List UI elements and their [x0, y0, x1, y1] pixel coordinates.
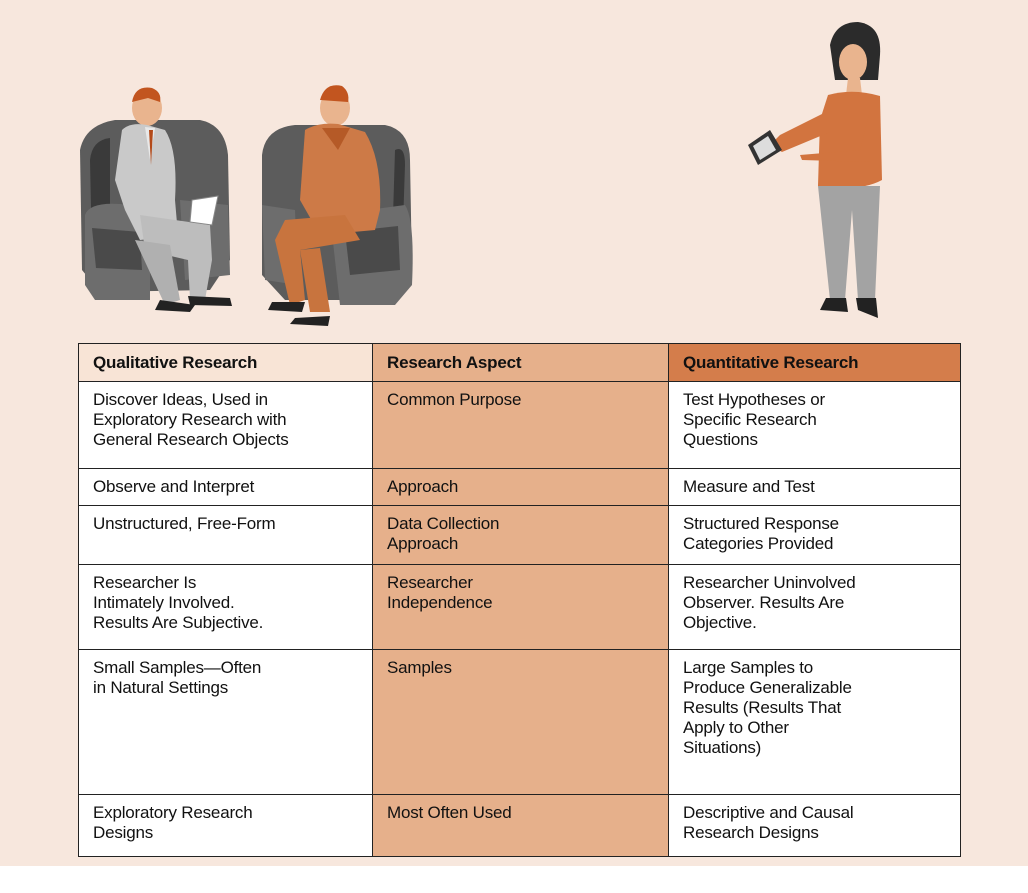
cell-line: Apply to Other: [683, 718, 789, 737]
table-cell: Small Samples—Often in Natural Settings: [78, 649, 373, 795]
cell-line: Samples: [387, 658, 452, 677]
cell-line: Approach: [387, 534, 459, 553]
illustration: [80, 22, 882, 326]
table-cell: Structured Response Categories Provided: [668, 505, 961, 565]
table-cell: Descriptive and Causal Research Designs: [668, 794, 961, 857]
cell-line: Common Purpose: [387, 390, 522, 409]
table-cell: Researcher Uninvolved Observer. Results A…: [668, 564, 961, 650]
table-row: Unstructured, Free-Form Data Collection Ap…: [78, 505, 961, 565]
cell-line: Independence: [387, 593, 493, 612]
table-row: Small Samples—Often in Natural Settings Sa…: [78, 649, 961, 795]
table-cell: Observe and Interpret: [78, 468, 373, 506]
table-cell: Large Samples to Produce Generalizable Res…: [668, 649, 961, 795]
table-cell: Discover Ideas, Used in Exploratory Resea…: [78, 381, 373, 469]
header-cell: Qualitative Research: [78, 343, 373, 382]
cell-line: Exploratory Research with: [93, 410, 287, 429]
panel: Qualitative Research Research Aspect Quant…: [0, 0, 1028, 866]
man-left: [115, 87, 232, 312]
table-row: Exploratory Research Designs Most Often Us…: [78, 794, 961, 857]
cell-line: Observer. Results Are: [683, 593, 845, 612]
header-row: Qualitative Research Research Aspect Quant…: [78, 343, 961, 382]
table-cell: Most Often Used: [372, 794, 669, 857]
woman: [748, 22, 882, 318]
table-row: Discover Ideas, Used in Exploratory Resea…: [78, 381, 961, 469]
cell-line: Results Are Subjective.: [93, 613, 264, 632]
table-row: Observe and Interpret Approach Measure and…: [78, 468, 961, 506]
cell-line: Measure and Test: [683, 477, 815, 496]
cell-line: Discover Ideas, Used in: [93, 390, 268, 409]
cell-line: Descriptive and Causal: [683, 803, 854, 822]
cell-line: Researcher: [387, 573, 473, 592]
table-cell: Test Hypotheses or Specific Research Quest…: [668, 381, 961, 469]
cell-line: Exploratory Research: [93, 803, 253, 822]
table-cell: Unstructured, Free-Form: [78, 505, 373, 565]
table-cell: Researcher Independence: [372, 564, 669, 650]
cell-line: Situations): [683, 738, 762, 757]
cell-line: Large Samples to: [683, 658, 814, 677]
cell-line: Intimately Involved.: [93, 593, 235, 612]
comparison-table: Qualitative Research Research Aspect Quant…: [78, 343, 961, 857]
cell-line: Observe and Interpret: [93, 477, 255, 496]
cell-line: Results (Results That: [683, 698, 841, 717]
table-cell: Data Collection Approach: [372, 505, 669, 565]
table-cell: Researcher Is Intimately Involved. Results…: [78, 564, 373, 650]
cell-line: Specific Research: [683, 410, 817, 429]
cell-line: Approach: [387, 477, 459, 496]
cell-line: Researcher Is: [93, 573, 197, 592]
cell-line: Small Samples—Often: [93, 658, 262, 677]
table-row: Researcher Is Intimately Involved. Results…: [78, 564, 961, 650]
cell-line: Objective.: [683, 613, 757, 632]
cell-line: in Natural Settings: [93, 678, 229, 697]
cell-line: Researcher Uninvolved: [683, 573, 856, 592]
table-cell: Measure and Test: [668, 468, 961, 506]
cell-line: Questions: [683, 430, 758, 449]
table-cell: Approach: [372, 468, 669, 506]
cell-line: Produce Generalizable: [683, 678, 852, 697]
cell-line: Most Often Used: [387, 803, 512, 822]
header-cell: Research Aspect: [372, 343, 669, 382]
cell-line: Research Designs: [683, 823, 819, 842]
table-cell: Exploratory Research Designs: [78, 794, 373, 857]
cell-line: Structured Response: [683, 514, 839, 533]
cell-line: General Research Objects: [93, 430, 289, 449]
cell-line: Categories Provided: [683, 534, 834, 553]
table-cell: Samples: [372, 649, 669, 795]
cell-line: Data Collection: [387, 514, 500, 533]
cell-line: Unstructured, Free-Form: [93, 514, 276, 533]
cell-line: Test Hypotheses or: [683, 390, 825, 409]
table-cell: Common Purpose: [372, 381, 669, 469]
header-cell: Quantitative Research: [668, 343, 961, 382]
cell-line: Designs: [93, 823, 154, 842]
man-right: [268, 85, 381, 326]
table-body: Qualitative Research Research Aspect Quant…: [78, 343, 961, 857]
